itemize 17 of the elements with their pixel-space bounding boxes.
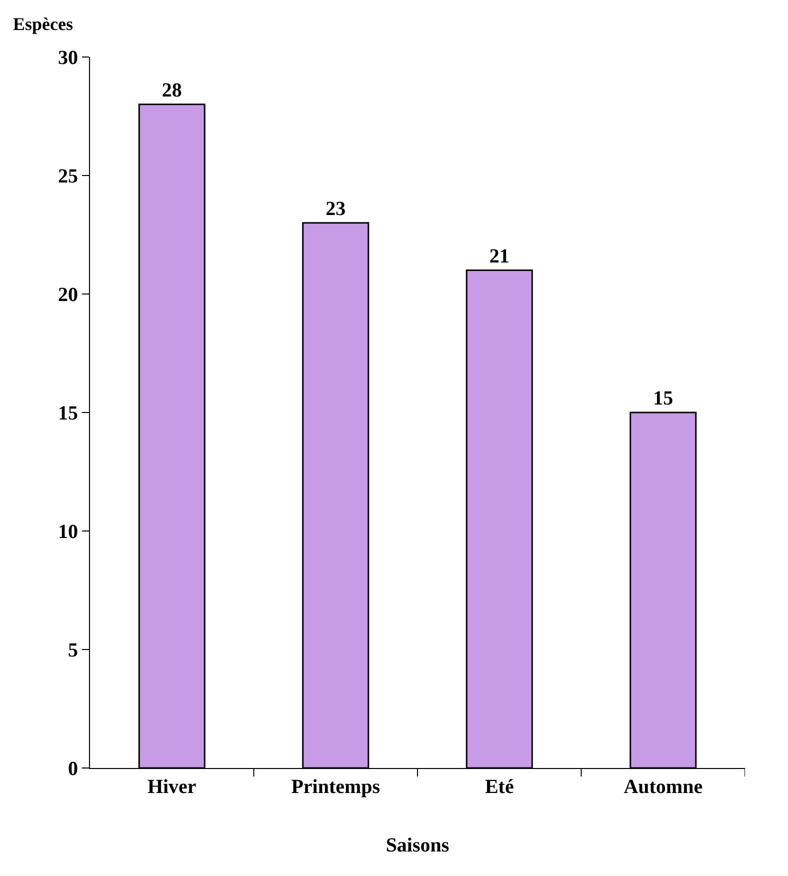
y-axis-title: Espèces: [13, 14, 73, 34]
y-tick-label: 10: [58, 521, 78, 543]
data-label: 23: [326, 198, 346, 220]
x-tick-label: Eté: [484, 776, 514, 798]
data-label: 28: [162, 79, 182, 102]
y-tick-label: 30: [58, 47, 78, 69]
x-tick-label: Hiver: [147, 776, 196, 798]
x-tick-label: Automne: [624, 776, 703, 798]
y-tick-label: 20: [58, 284, 78, 306]
x-tick-label: Printemps: [291, 776, 380, 798]
y-tick-label: 25: [58, 166, 78, 188]
y-tick-label: 5: [68, 640, 78, 662]
y-tick-label: 0: [68, 758, 78, 780]
data-label: 21: [489, 245, 510, 268]
y-tick-label: 15: [58, 402, 78, 424]
data-label: 15: [653, 388, 674, 410]
x-axis-title: Saisons: [386, 834, 450, 856]
